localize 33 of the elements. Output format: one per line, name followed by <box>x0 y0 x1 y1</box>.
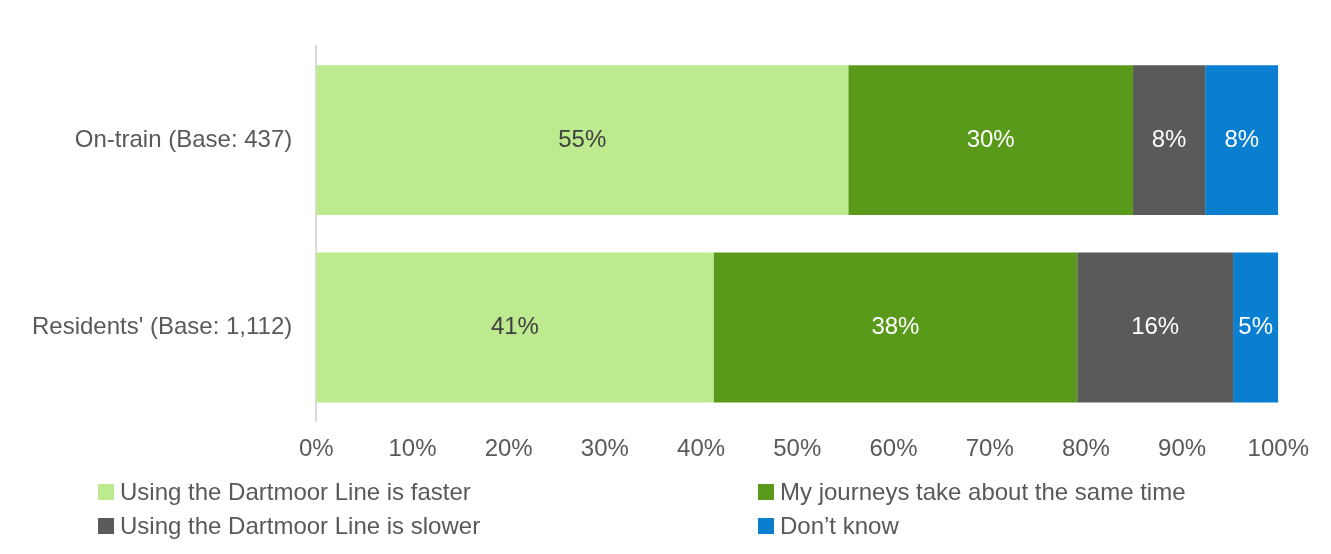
data-label: 16% <box>1131 312 1180 340</box>
bar <box>713 252 1078 403</box>
bar <box>1205 65 1279 216</box>
data-label: 55% <box>558 124 607 152</box>
y-tick-label: On-train (Base: 437) <box>74 124 293 152</box>
x-tick-label: 10% <box>388 434 437 462</box>
bar <box>1133 65 1206 216</box>
bar <box>1233 252 1279 403</box>
legend-label: Using the Dartmoor Line is slower <box>120 512 481 540</box>
x-tick-label: 100% <box>1247 434 1309 462</box>
x-tick-label: 0% <box>298 434 334 462</box>
data-label: 8% <box>1224 124 1260 152</box>
x-tick-label: 50% <box>773 434 822 462</box>
data-label: 5% <box>1238 312 1274 340</box>
x-tick-label: 20% <box>484 434 533 462</box>
data-label: 30% <box>966 124 1015 152</box>
data-label: 8% <box>1151 124 1187 152</box>
bar <box>316 65 849 216</box>
bar <box>316 252 714 403</box>
x-tick-label: 60% <box>869 434 918 462</box>
x-tick-label: 80% <box>1061 434 1110 462</box>
data-label: 38% <box>871 312 920 340</box>
y-tick-label: Residents' (Base: 1,112) <box>31 312 293 340</box>
x-tick-label: 70% <box>965 434 1014 462</box>
legend-label: Using the Dartmoor Line is faster <box>120 478 471 506</box>
legend-label: My journeys take about the same time <box>780 478 1186 506</box>
legend-label: Don’t know <box>780 512 899 540</box>
x-tick-label: 30% <box>580 434 629 462</box>
x-tick-label: 90% <box>1158 434 1207 462</box>
bar <box>1077 252 1234 403</box>
bar <box>848 65 1134 216</box>
data-label: 41% <box>490 312 539 340</box>
x-tick-label: 40% <box>677 434 726 462</box>
